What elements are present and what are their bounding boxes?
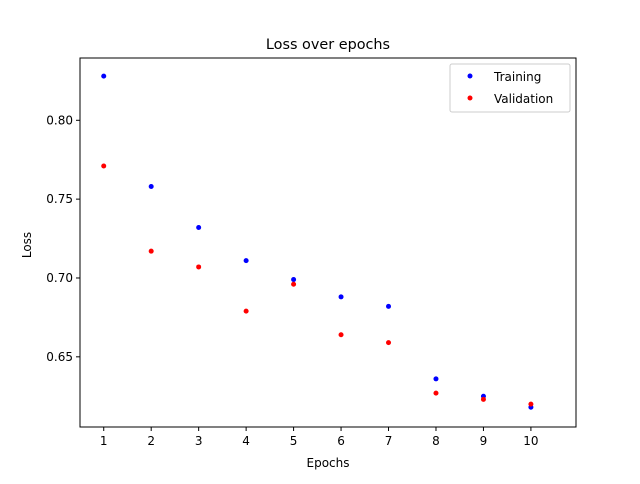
- validation-point: [291, 281, 297, 287]
- validation-point: [386, 340, 392, 346]
- x-tick-label: 4: [242, 434, 250, 448]
- x-tick-label: 5: [290, 434, 298, 448]
- y-axis-ticks: 0.65 0.70 0.75 0.80: [46, 113, 80, 364]
- validation-point: [196, 264, 202, 270]
- training-point: [243, 258, 249, 264]
- x-axis-ticks: 1 2 3 4 5 6 7 8 9 10: [100, 427, 539, 448]
- training-point: [101, 73, 107, 79]
- data-points: [101, 73, 534, 410]
- validation-point: [243, 308, 249, 314]
- y-tick-label: 0.70: [46, 271, 73, 285]
- validation-point: [480, 396, 486, 402]
- validation-point: [101, 163, 107, 169]
- legend: Training Validation: [449, 63, 571, 113]
- y-tick-label: 0.75: [46, 192, 73, 206]
- y-tick-label: 0.80: [46, 113, 73, 127]
- legend-validation-label: Validation: [494, 92, 553, 106]
- x-tick-label: 9: [480, 434, 488, 448]
- x-tick-label: 10: [523, 434, 538, 448]
- y-axis-label: Loss: [20, 232, 34, 258]
- x-tick-label: 8: [432, 434, 440, 448]
- plot-area: [79, 57, 577, 428]
- x-tick-label: 1: [100, 434, 108, 448]
- legend-training-marker: [467, 73, 473, 79]
- legend-training-label: Training: [493, 70, 541, 84]
- x-axis-label: Epochs: [307, 456, 350, 470]
- plot-frame: [79, 57, 577, 428]
- validation-point: [338, 332, 344, 338]
- training-point: [433, 376, 439, 382]
- training-point: [196, 225, 202, 231]
- legend-validation-marker: [467, 95, 473, 101]
- chart-title: Loss over epochs: [266, 37, 390, 53]
- x-tick-label: 6: [337, 434, 345, 448]
- training-point: [338, 294, 344, 300]
- x-tick-label: 7: [385, 434, 393, 448]
- training-point: [386, 303, 392, 309]
- training-point: [148, 184, 154, 190]
- validation-point: [148, 248, 154, 254]
- x-tick-label: 2: [147, 434, 155, 448]
- legend-frame: [449, 63, 571, 113]
- x-tick-label: 3: [195, 434, 203, 448]
- training-point: [291, 277, 297, 283]
- validation-point: [433, 390, 439, 396]
- validation-point: [528, 401, 534, 407]
- y-tick-label: 0.65: [46, 350, 73, 364]
